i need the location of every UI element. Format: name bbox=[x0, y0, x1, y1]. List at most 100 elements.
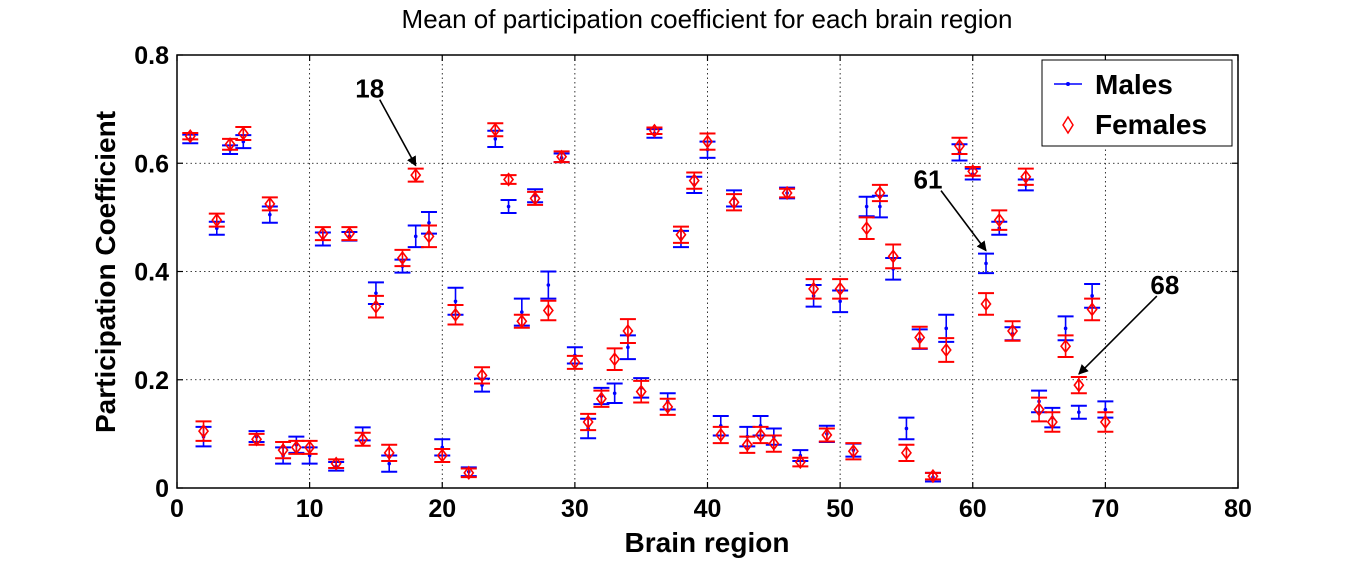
data-point-female bbox=[953, 138, 965, 154]
data-point-female bbox=[211, 212, 223, 228]
legend-females-marker bbox=[1062, 115, 1074, 135]
data-point-female bbox=[781, 185, 793, 201]
data-point-female bbox=[436, 448, 448, 463]
data-point-male bbox=[453, 299, 458, 304]
data-point-female bbox=[1060, 339, 1072, 354]
data-point-female bbox=[516, 314, 528, 329]
data-point-female bbox=[370, 299, 382, 314]
data-point-female bbox=[635, 384, 647, 399]
data-point-female bbox=[967, 164, 979, 179]
data-point-male bbox=[1103, 407, 1108, 412]
x-tick-label: 70 bbox=[1091, 495, 1119, 523]
data-point-female bbox=[463, 465, 475, 481]
data-point-female bbox=[755, 427, 767, 443]
data-point-female bbox=[317, 226, 329, 241]
data-point-female bbox=[184, 129, 196, 144]
legend-females-label: Females bbox=[1095, 109, 1207, 140]
x-tick-label: 20 bbox=[428, 495, 456, 523]
data-point-female bbox=[569, 355, 581, 370]
data-point-female bbox=[834, 281, 846, 296]
legend: Males Females bbox=[1041, 59, 1233, 147]
x-tick-label: 80 bbox=[1224, 495, 1252, 523]
x-tick-label: 60 bbox=[959, 495, 987, 523]
legend-males-marker bbox=[1066, 82, 1070, 86]
data-point-female bbox=[874, 185, 886, 201]
x-tick-label: 0 bbox=[170, 495, 184, 523]
data-point-female bbox=[277, 442, 289, 458]
data-point-male bbox=[904, 426, 909, 431]
data-point-male bbox=[612, 391, 617, 396]
data-point-female bbox=[675, 227, 687, 242]
x-tick-label: 40 bbox=[694, 495, 722, 523]
annotation-68: 68 bbox=[1078, 270, 1179, 375]
data-point-female bbox=[808, 281, 820, 296]
annotation-61: 61 bbox=[914, 165, 987, 252]
data-point-male bbox=[1090, 294, 1094, 298]
data-point-female bbox=[396, 250, 408, 266]
data-point-female bbox=[503, 172, 515, 187]
data-point-female bbox=[794, 454, 806, 470]
data-point-male bbox=[413, 234, 418, 239]
y-axis-label: Participation Coefficient bbox=[90, 111, 121, 433]
data-point-female bbox=[595, 391, 607, 406]
data-point-female bbox=[224, 137, 236, 152]
data-point-female bbox=[450, 307, 462, 322]
data-point-male bbox=[493, 137, 498, 141]
data-point-male bbox=[546, 283, 551, 287]
annotation-label: 18 bbox=[355, 74, 384, 104]
data-point-male bbox=[878, 204, 882, 209]
data-point-female bbox=[821, 427, 833, 443]
data-point-female bbox=[887, 249, 899, 264]
y-tick-label: 0.4 bbox=[134, 259, 169, 287]
data-point-female bbox=[476, 368, 488, 383]
data-point-female bbox=[357, 432, 369, 447]
annotation-arrow bbox=[940, 190, 987, 252]
chart-title: Mean of participation coefficient for ea… bbox=[402, 4, 1013, 34]
x-tick-label: 10 bbox=[296, 495, 324, 523]
data-point-female bbox=[688, 173, 700, 188]
data-point-female bbox=[715, 427, 727, 443]
y-tick-label: 0.6 bbox=[134, 150, 169, 178]
data-point-female bbox=[198, 424, 210, 439]
data-point-female bbox=[1046, 414, 1058, 430]
data-point-female bbox=[237, 126, 249, 141]
data-point-female bbox=[489, 122, 501, 137]
data-point-female bbox=[423, 229, 435, 244]
data-point-female bbox=[343, 226, 355, 241]
annotation-arrow bbox=[379, 99, 417, 167]
data-point-male bbox=[1063, 326, 1068, 331]
data-point-male bbox=[268, 212, 272, 217]
y-tick-label: 0 bbox=[155, 475, 169, 503]
data-point-female bbox=[701, 134, 714, 149]
data-point-male bbox=[984, 261, 988, 266]
data-point-female bbox=[741, 437, 753, 452]
annotation-label: 68 bbox=[1150, 270, 1179, 300]
data-point-female bbox=[304, 440, 316, 455]
data-point-female bbox=[940, 342, 952, 358]
data-point-female bbox=[383, 445, 395, 460]
data-point-female bbox=[330, 456, 342, 471]
data-point-female bbox=[622, 323, 634, 339]
axis-ticks: 0 10 20 30 40 50 60 70 80 0 0.2 0.4 0.6 0.8 bbox=[134, 42, 1252, 523]
data-point-female bbox=[927, 468, 939, 484]
y-tick-label: 0.8 bbox=[134, 42, 169, 70]
legend-box bbox=[1041, 59, 1233, 147]
data-point-male bbox=[864, 204, 869, 209]
data-point-female bbox=[728, 195, 740, 210]
data-point-male bbox=[520, 310, 524, 314]
data-point-male bbox=[626, 345, 630, 350]
series-females bbox=[182, 122, 1114, 484]
data-point-female bbox=[251, 432, 263, 447]
data-point-male bbox=[506, 204, 511, 209]
data-point-male bbox=[1077, 410, 1081, 415]
x-axis-label: Brain region bbox=[625, 527, 790, 558]
data-point-male bbox=[427, 220, 431, 225]
data-point-female bbox=[993, 212, 1005, 228]
x-tick-label: 30 bbox=[561, 495, 589, 523]
data-point-female bbox=[1086, 302, 1098, 317]
data-point-female bbox=[1007, 323, 1019, 339]
data-point-female bbox=[861, 221, 873, 236]
data-point-male bbox=[374, 291, 378, 295]
data-point-male bbox=[838, 299, 842, 304]
